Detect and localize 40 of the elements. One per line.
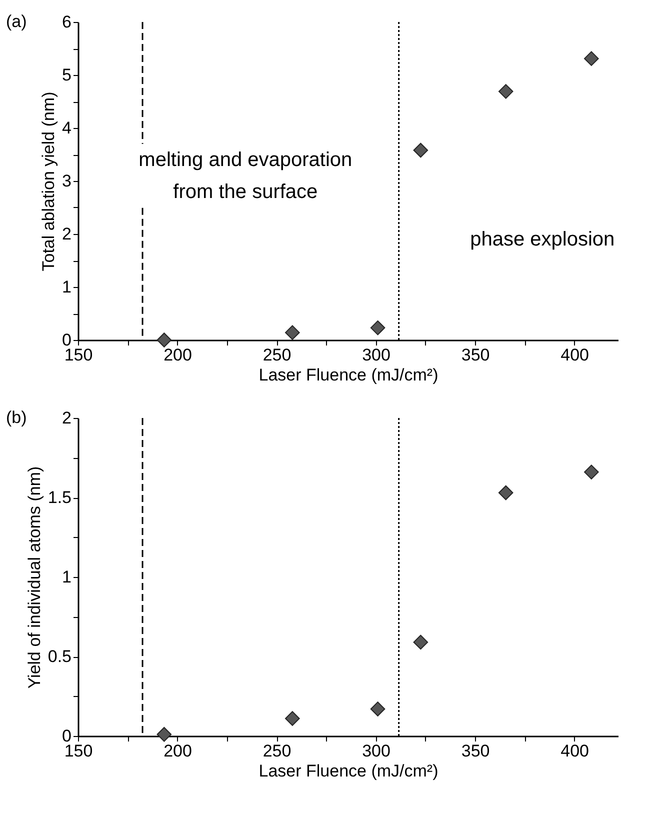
y-axis-title: Total ablation yield (nm) [39,92,58,272]
y-tick-label: 1 [62,568,72,586]
x-axis-title: Laser Fluence (mJ/cm²) [258,366,438,384]
y-tick-label: 1.5 [48,488,72,507]
y-axis-title: Yield of individual atoms (nm) [24,466,44,689]
point [498,84,514,99]
x-tick-label: 250 [262,346,292,364]
annotation: phase explosion [470,228,615,250]
x-axis-title: Laser Fluence (mJ/cm²) [258,762,438,780]
point [584,464,599,480]
point [413,634,428,650]
x-tick-label: 300 [362,346,390,364]
point [370,702,386,716]
y-tick-label: 0.5 [48,647,72,666]
y-tick-label: 3 [62,172,72,190]
point [370,320,386,336]
chart-title: (a) [6,12,27,31]
point [285,325,300,340]
x-tick-label: 400 [560,346,590,364]
y-tick-label: 5 [62,66,72,84]
point [413,142,428,158]
y-tick-label: 4 [62,118,72,138]
y-tick-label: 2 [62,224,72,244]
x-tick-label: 400 [560,742,590,760]
point [156,332,172,348]
x-tick-label: 200 [164,742,192,760]
point [156,727,172,742]
y-tick-label: 2 [62,408,72,428]
y-tick-label: 6 [62,12,72,32]
x-tick-label: 200 [164,346,192,364]
point [584,51,599,66]
x-tick-label: 350 [461,742,490,760]
x-tick-label: 300 [362,742,390,760]
x-tick-label: 250 [262,742,292,760]
x-tick-label: 350 [461,346,490,364]
y-tick-label: 1 [62,278,72,296]
annotation: melting and evaporation from the surface [138,148,352,203]
point [285,711,300,726]
point [498,485,514,500]
chart-title: (b) [6,408,27,427]
